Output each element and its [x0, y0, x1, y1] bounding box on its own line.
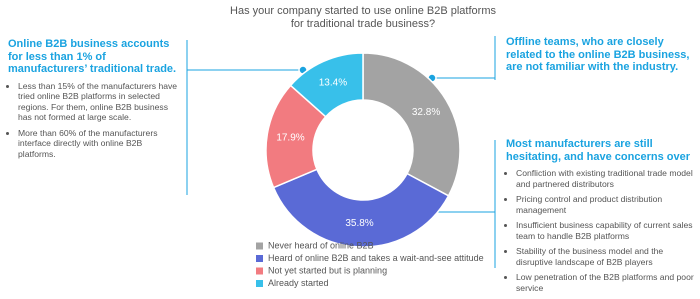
bullet: More than 60% of the manufacturers inter… [18, 128, 180, 160]
legend-swatch [256, 242, 263, 250]
bullet: Less than 15% of the manufacturers have … [18, 81, 180, 123]
legend-label: Never heard of online B2B [268, 240, 374, 250]
data-label: 32.8% [412, 107, 440, 118]
bullet: Confliction with existing traditional tr… [516, 168, 696, 189]
data-label: 35.8% [345, 218, 373, 229]
data-label: 17.9% [276, 133, 304, 144]
bullet: Insufficient business capability of curr… [516, 220, 696, 241]
panel-heading: Most manufacturers are still hesitating,… [506, 138, 691, 163]
bullet-list: Confliction with existing traditional tr… [506, 168, 696, 293]
right-top-panel: Offline teams, who are closely related t… [506, 36, 696, 79]
legend-label: Heard of online B2B and takes a wait-and… [268, 253, 484, 263]
left-panel: Online B2B business accounts for less th… [8, 38, 180, 164]
bullet: Stability of the business model and the … [516, 246, 696, 267]
legend-swatch [256, 255, 263, 262]
donut-segment [362, 52, 461, 197]
legend-label: Not yet started but is planning [268, 265, 387, 275]
donut-segment [272, 168, 450, 248]
donut-segment [289, 52, 364, 118]
chart-title: for traditional trade business? [291, 18, 435, 30]
legend-swatch [256, 267, 263, 275]
panel-heading: Online B2B business accounts for less th… [8, 38, 177, 75]
right-bottom-panel: Most manufacturers are still hesitating,… [506, 138, 696, 298]
bullet: Low penetration of the B2B platforms and… [516, 272, 696, 293]
legend-swatch [256, 280, 263, 287]
panel-heading: Offline teams, who are closely related t… [506, 36, 690, 73]
chart-title: Has your company started to use online B… [230, 5, 496, 17]
bullet: Pricing control and product distribution… [516, 194, 696, 215]
bullet-list: Less than 15% of the manufacturers have … [8, 81, 180, 160]
legend-label: Already started [268, 278, 329, 288]
data-label: 13.4% [319, 78, 347, 89]
connectors [186, 36, 496, 268]
